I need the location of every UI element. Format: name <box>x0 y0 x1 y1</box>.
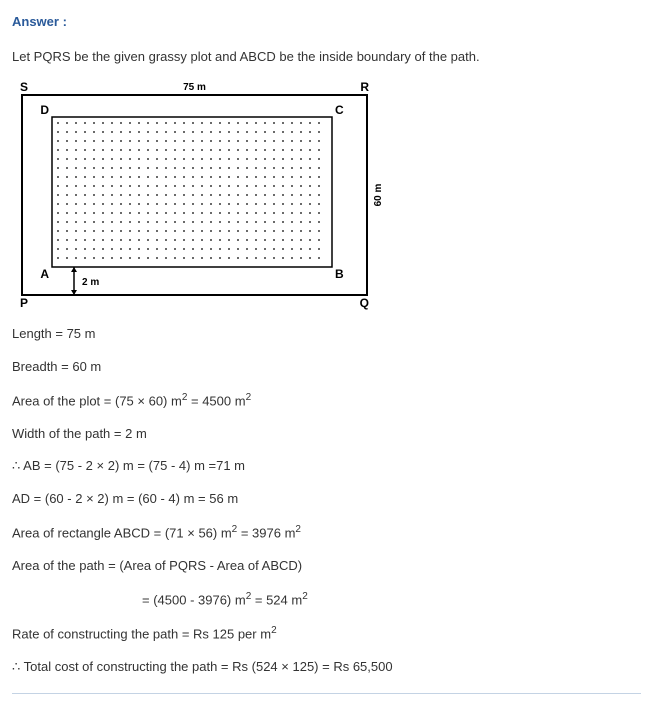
svg-text:D: D <box>40 103 49 117</box>
times-sym: × <box>97 458 105 473</box>
sup: 2 <box>295 524 301 535</box>
svg-text:R: R <box>360 80 369 94</box>
line-ab: ∴ AB = (75 - 2 × 2) m = (75 - 4) m =71 m <box>12 454 641 479</box>
svg-text:2 m: 2 m <box>82 277 99 288</box>
sup: 2 <box>246 392 252 403</box>
line-width-path: Width of the path = 2 m <box>12 422 641 447</box>
times-sym: × <box>86 491 94 506</box>
times-sym: × <box>137 393 145 408</box>
therefore-sym: ∴ <box>12 659 20 674</box>
txt: = 4500 m <box>187 393 245 408</box>
txt: 60) m <box>145 393 182 408</box>
line-length: Length = 75 m <box>12 322 641 347</box>
svg-text:A: A <box>40 267 49 281</box>
txt: Area of the plot = (75 <box>12 393 137 408</box>
sup: 2 <box>302 591 308 602</box>
intro-text: Let PQRS be the given grassy plot and AB… <box>12 45 641 70</box>
txt: AD = (60 - 2 <box>12 491 86 506</box>
svg-text:C: C <box>335 103 344 117</box>
txt: AB = (75 - 2 <box>20 458 96 473</box>
txt: Rate of constructing the path = Rs 125 p… <box>12 626 271 641</box>
times-sym: × <box>187 525 195 540</box>
sup: 2 <box>271 625 277 636</box>
line-total: ∴ Total cost of constructing the path = … <box>12 655 641 680</box>
txt: = (4500 - 3976) m <box>142 592 246 607</box>
txt: 125) = Rs 65,500 <box>289 659 393 674</box>
bottom-rule <box>12 693 641 694</box>
line-area-path-val: = (4500 - 3976) m2 = 524 m2 <box>12 587 641 613</box>
txt: = 524 m <box>251 592 302 607</box>
txt: Area of rectangle ABCD = (71 <box>12 525 187 540</box>
answer-heading: Answer : <box>12 10 641 35</box>
txt: Total cost of constructing the path = Rs… <box>20 659 281 674</box>
line-area-path: Area of the path = (Area of PQRS - Area … <box>12 554 641 579</box>
txt: 56) m <box>195 525 232 540</box>
txt: 2) m = (75 - 4) m =71 m <box>104 458 245 473</box>
diagram: S R P Q D C A B 75 m 60 m 2 m <box>12 77 641 312</box>
svg-text:60 m: 60 m <box>373 184 384 207</box>
line-breadth: Breadth = 60 m <box>12 355 641 380</box>
plot-diagram: S R P Q D C A B 75 m 60 m 2 m <box>12 77 392 312</box>
svg-text:B: B <box>335 267 344 281</box>
times-sym: × <box>281 659 289 674</box>
svg-text:75 m: 75 m <box>183 82 206 93</box>
line-ad: AD = (60 - 2 × 2) m = (60 - 4) m = 56 m <box>12 487 641 512</box>
line-rate: Rate of constructing the path = Rs 125 p… <box>12 621 641 647</box>
line-area-abcd: Area of rectangle ABCD = (71 × 56) m 2 = … <box>12 520 641 546</box>
line-area-plot: Area of the plot = (75 × 60) m 2 = 4500 m… <box>12 388 641 414</box>
svg-text:Q: Q <box>360 296 369 310</box>
svg-text:P: P <box>20 296 28 310</box>
svg-text:S: S <box>20 80 28 94</box>
txt: 2) m = (60 - 4) m = 56 m <box>94 491 239 506</box>
txt: = 3976 m <box>237 525 295 540</box>
